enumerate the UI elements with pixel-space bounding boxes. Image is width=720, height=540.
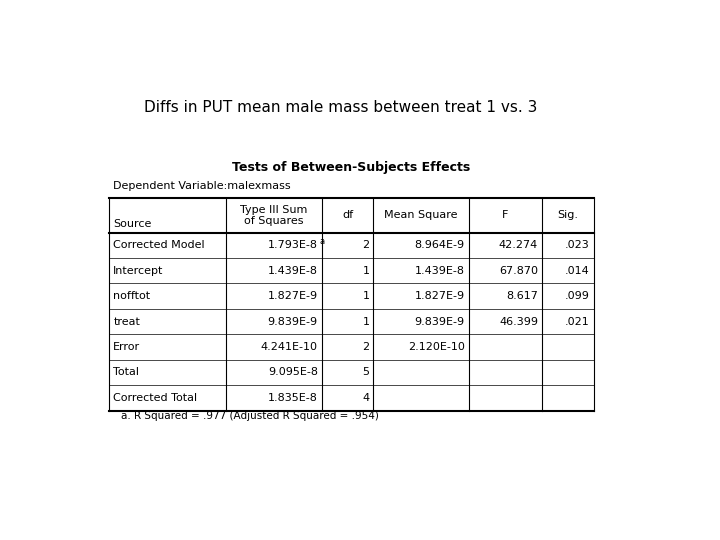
Text: 8.617: 8.617 [506,291,538,301]
Text: a. R Squared = .977 (Adjusted R Squared = .954): a. R Squared = .977 (Adjusted R Squared … [121,411,379,421]
Text: 9.839E-9: 9.839E-9 [268,316,318,327]
Text: Diffs in PUT mean male mass between treat 1 vs. 3: Diffs in PUT mean male mass between trea… [144,100,538,114]
Text: 2: 2 [362,240,369,251]
Text: 1.835E-8: 1.835E-8 [268,393,318,403]
Text: 4: 4 [362,393,369,403]
Text: Tests of Between-Subjects Effects: Tests of Between-Subjects Effects [233,161,471,174]
Text: 2.120E-10: 2.120E-10 [408,342,464,352]
Text: df: df [342,211,353,220]
Text: 9.095E-8: 9.095E-8 [268,367,318,377]
Text: treat: treat [113,316,140,327]
Text: 42.274: 42.274 [499,240,538,251]
Text: .023: .023 [565,240,590,251]
Text: 1.793E-8: 1.793E-8 [268,240,318,251]
Text: 5: 5 [362,367,369,377]
Text: Dependent Variable:malexmass: Dependent Variable:malexmass [113,181,291,192]
Text: 1.439E-8: 1.439E-8 [415,266,464,276]
Text: Mean Square: Mean Square [384,211,458,220]
Text: 1: 1 [362,316,369,327]
Text: 8.964E-9: 8.964E-9 [415,240,464,251]
Text: 1.827E-9: 1.827E-9 [268,291,318,301]
Text: Corrected Total: Corrected Total [113,393,197,403]
Text: 1: 1 [362,291,369,301]
Text: 67.870: 67.870 [499,266,538,276]
Text: 1.827E-9: 1.827E-9 [415,291,464,301]
Text: Error: Error [113,342,140,352]
Text: .021: .021 [565,316,590,327]
Text: 1: 1 [362,266,369,276]
Text: Corrected Model: Corrected Model [113,240,205,251]
Text: .099: .099 [565,291,590,301]
Text: Total: Total [113,367,139,377]
Text: Source: Source [113,219,152,229]
Text: Sig.: Sig. [557,211,578,220]
Text: Type III Sum
of Squares: Type III Sum of Squares [240,205,307,226]
Text: Intercept: Intercept [113,266,163,276]
Text: .014: .014 [565,266,590,276]
Text: 9.839E-9: 9.839E-9 [415,316,464,327]
Text: F: F [502,211,508,220]
Text: 46.399: 46.399 [499,316,538,327]
Text: 4.241E-10: 4.241E-10 [261,342,318,352]
Text: a: a [319,237,325,246]
Text: 1.439E-8: 1.439E-8 [268,266,318,276]
Text: 2: 2 [362,342,369,352]
Text: nofftot: nofftot [113,291,150,301]
